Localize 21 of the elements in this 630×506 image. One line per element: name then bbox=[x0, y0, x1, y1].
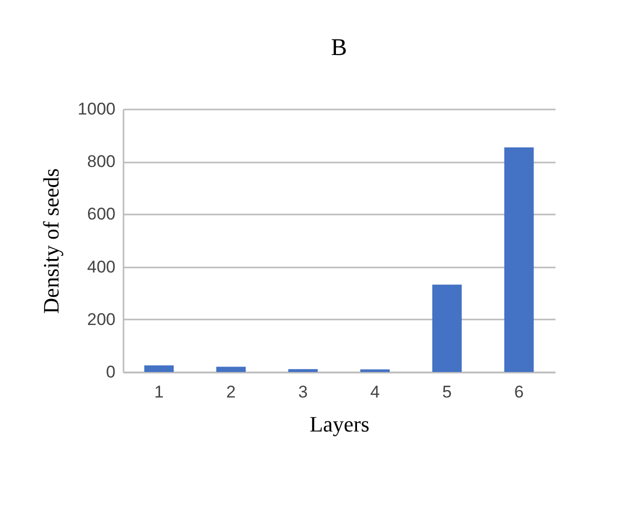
bar bbox=[432, 284, 462, 372]
y-tick-label: 800 bbox=[87, 152, 116, 172]
bar bbox=[360, 369, 390, 372]
y-axis-title: Density of seeds bbox=[38, 168, 64, 314]
y-tick-label: 0 bbox=[106, 362, 116, 382]
y-tick-label: 200 bbox=[87, 310, 116, 329]
y-tick-label: 400 bbox=[87, 257, 116, 276]
chart-title: B bbox=[330, 35, 348, 61]
x-tick-label: 1 bbox=[154, 382, 164, 402]
x-tick-label: 4 bbox=[370, 382, 380, 402]
x-tick-label: 3 bbox=[298, 382, 308, 402]
y-tick-label: 1000 bbox=[78, 100, 116, 118]
x-tick-label: 5 bbox=[442, 382, 452, 402]
x-axis-title: Layers bbox=[310, 412, 370, 436]
x-tick-label: 6 bbox=[514, 382, 524, 402]
bar bbox=[144, 365, 174, 372]
bar bbox=[288, 369, 318, 372]
x-tick-label: 2 bbox=[226, 382, 236, 402]
y-tick-label: 600 bbox=[87, 204, 116, 224]
bar bbox=[504, 147, 534, 372]
bar bbox=[216, 366, 246, 372]
